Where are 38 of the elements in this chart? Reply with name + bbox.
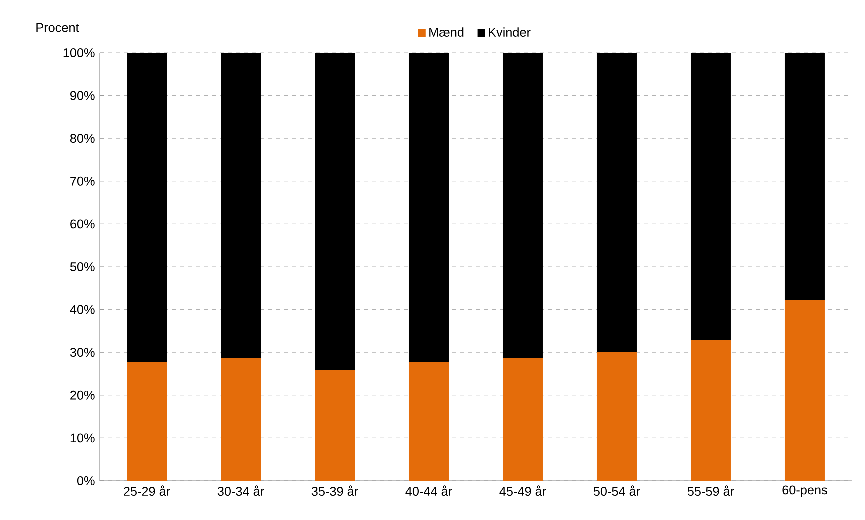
bar	[315, 370, 355, 481]
y-tick-label: 100%	[64, 48, 95, 58]
bar	[502, 52, 543, 358]
x-tick-label: 40-44 år	[406, 486, 452, 496]
y-tick-label: 50%	[70, 262, 95, 272]
y-tick-label: 80%	[70, 134, 95, 144]
x-tick-label: 45-49 år	[500, 486, 546, 496]
bar	[408, 362, 449, 481]
x-tick-label: 50-54 år	[594, 486, 640, 496]
bar	[127, 362, 167, 481]
bar	[596, 52, 637, 352]
y-tick-label: 60%	[70, 220, 95, 229]
y-tick-label: 70%	[70, 176, 95, 186]
y-tick-label: 0%	[77, 476, 95, 486]
x-tick-label: 35-39 år	[312, 486, 358, 496]
y-tick-label: 90%	[70, 91, 95, 100]
y-tick-label: 10%	[70, 434, 95, 443]
bar	[221, 358, 261, 481]
legend-label: Mænd	[430, 28, 464, 37]
bar	[221, 52, 261, 358]
bar	[690, 340, 731, 481]
y-tick-label: 40%	[70, 305, 95, 314]
y-tick-label: 20%	[70, 390, 95, 400]
bar	[596, 352, 637, 481]
bar	[315, 52, 355, 370]
x-tick-label: 60-pens	[782, 486, 828, 498]
bar	[784, 52, 825, 300]
bar	[502, 358, 543, 481]
legend-label: Kvinder	[489, 28, 531, 37]
bar	[127, 52, 167, 362]
x-tick-label: 55-59 år	[688, 486, 734, 496]
x-tick-label: 30-34 år	[218, 486, 264, 496]
bar	[690, 52, 731, 340]
x-tick-label: 25-29 år	[124, 486, 170, 496]
y-tick-label: 30%	[70, 348, 95, 358]
bar	[408, 52, 449, 362]
bar	[784, 300, 825, 481]
y-axis-title: Procent	[36, 23, 80, 32]
